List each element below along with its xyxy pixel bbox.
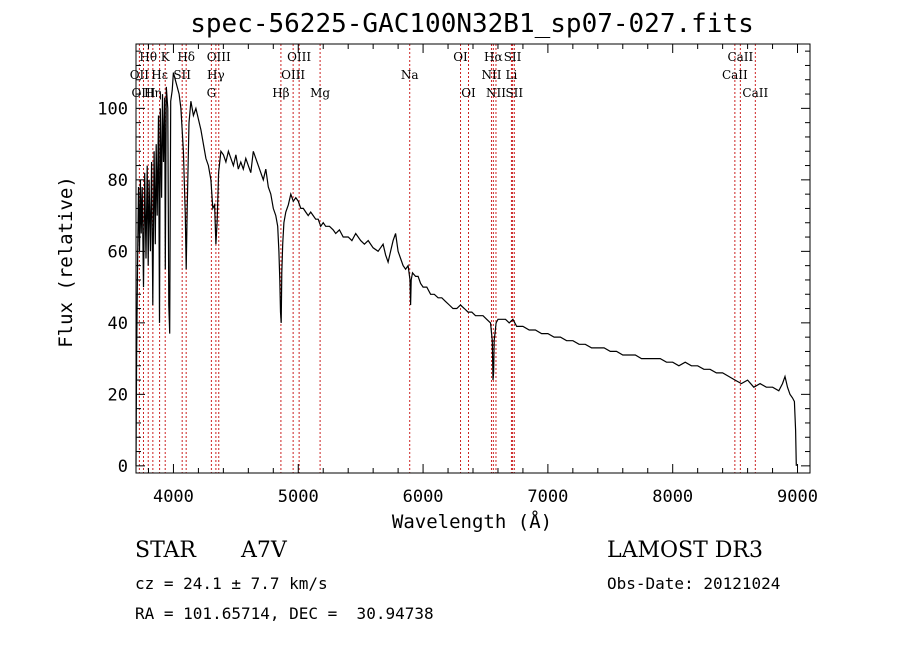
y-tick-label: 0 <box>118 457 128 477</box>
spectral-line-label: CaII <box>742 86 768 100</box>
redshift-readout: cz = 24.1 ± 7.7 km/s <box>135 574 328 593</box>
y-axis: 0 20 40 60 80 100 <box>97 50 810 477</box>
x-tick-label: 8000 <box>652 487 693 507</box>
spectral-line-label: Hη <box>144 86 162 100</box>
spectral-line-label: NII <box>486 86 506 100</box>
spectral-line-label: Hβ <box>272 86 289 100</box>
spectral-line-label: Hγ <box>207 68 225 82</box>
spectral-line-label: OIII <box>281 68 305 82</box>
spectral-line-markers <box>138 44 756 473</box>
spectral-line-label: Li <box>506 68 518 82</box>
spectral-line-label: OIII <box>287 50 311 64</box>
x-axis-title: Wavelength (Å) <box>392 510 552 533</box>
y-axis-title: Flux (relative) <box>55 176 77 348</box>
y-tick-label: 60 <box>108 242 128 262</box>
x-tick-label: 6000 <box>403 487 444 507</box>
spectral-line-label: NII <box>481 68 501 82</box>
spectral-line-label: SII <box>504 50 522 64</box>
flux-series-line <box>135 72 797 466</box>
y-tick-label: 20 <box>108 385 128 405</box>
spectral-line-label: Na <box>401 68 419 82</box>
observation-date: Obs-Date: 20121024 <box>607 574 781 593</box>
y-tick-label: 40 <box>108 314 128 334</box>
spectral-line-label: Hα <box>484 50 503 64</box>
y-tick-label: 100 <box>97 99 128 119</box>
spectral-line-label: K <box>161 50 171 64</box>
x-tick-label: 9000 <box>777 487 818 507</box>
x-tick-label: 4000 <box>153 487 194 507</box>
spectral-line-label: OIII <box>131 86 155 100</box>
x-tick-label: 7000 <box>527 487 568 507</box>
spectral-line-label: Mg <box>310 86 330 100</box>
spectral-line-label: OIII <box>207 50 231 64</box>
x-tick-label: 5000 <box>278 487 319 507</box>
spectral-line-label: Hε <box>151 68 168 82</box>
object-class: STAR <box>135 538 196 563</box>
x-axis: 4000 5000 6000 7000 8000 9000 <box>147 44 818 507</box>
spectral-line-label: Hθ <box>139 50 157 64</box>
spectral-line-label: CaII <box>727 50 753 64</box>
spectral-line-label: OI <box>453 50 468 64</box>
spectral-line-label: SII <box>173 68 191 82</box>
survey-name: LAMOST DR3 <box>607 538 763 563</box>
spectral-line-label: SII <box>505 86 523 100</box>
object-subclass: A7V <box>241 538 287 563</box>
y-tick-label: 80 <box>108 171 128 191</box>
spectral-line-label: OI <box>461 86 476 100</box>
chart-title: spec-56225-GAC100N32B1_sp07-027.fits <box>190 9 754 39</box>
plot-frame <box>135 43 811 474</box>
spectral-line-labels: Hθ OII OIII K Hε Hη SII Hδ OIII Hγ G Hβ OIII OIII Mg Na… <box>130 50 769 100</box>
spectral-line-label: G <box>207 86 217 100</box>
spectral-line-label: Hδ <box>177 50 195 64</box>
coordinates-readout: RA = 101.65714, DEC = 30.94738 <box>135 604 434 623</box>
spectral-line-label: OII <box>130 68 150 82</box>
spectral-line-label: CaII <box>722 68 748 82</box>
